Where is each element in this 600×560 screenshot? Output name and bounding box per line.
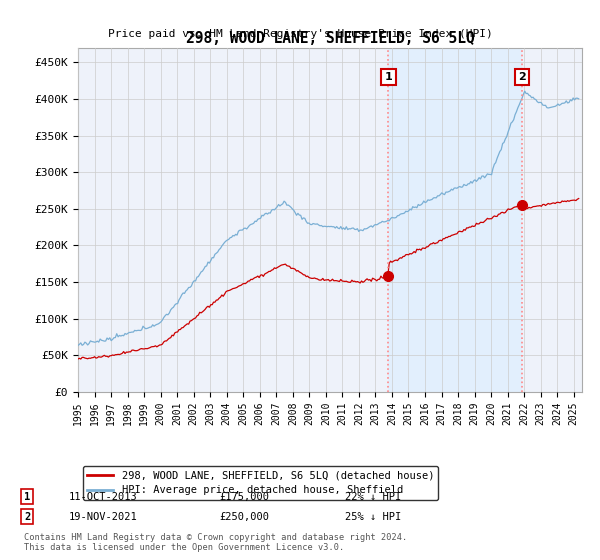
Text: 1: 1 <box>24 492 30 502</box>
Text: 1: 1 <box>385 72 392 82</box>
Text: 2: 2 <box>518 72 526 82</box>
Text: £250,000: £250,000 <box>219 512 269 522</box>
Legend: 298, WOOD LANE, SHEFFIELD, S6 5LQ (detached house), HPI: Average price, detached: 298, WOOD LANE, SHEFFIELD, S6 5LQ (detac… <box>83 466 439 500</box>
Title: 298, WOOD LANE, SHEFFIELD, S6 5LQ: 298, WOOD LANE, SHEFFIELD, S6 5LQ <box>185 31 475 46</box>
Text: 11-OCT-2013: 11-OCT-2013 <box>69 492 138 502</box>
Text: 19-NOV-2021: 19-NOV-2021 <box>69 512 138 522</box>
Bar <box>388 48 522 392</box>
Text: 25% ↓ HPI: 25% ↓ HPI <box>345 512 401 522</box>
Text: Price paid vs. HM Land Registry's House Price Index (HPI): Price paid vs. HM Land Registry's House … <box>107 29 493 39</box>
Text: 2: 2 <box>24 512 30 522</box>
Text: Contains HM Land Registry data © Crown copyright and database right 2024.
This d: Contains HM Land Registry data © Crown c… <box>24 533 407 552</box>
Text: £175,000: £175,000 <box>219 492 269 502</box>
Text: 22% ↓ HPI: 22% ↓ HPI <box>345 492 401 502</box>
